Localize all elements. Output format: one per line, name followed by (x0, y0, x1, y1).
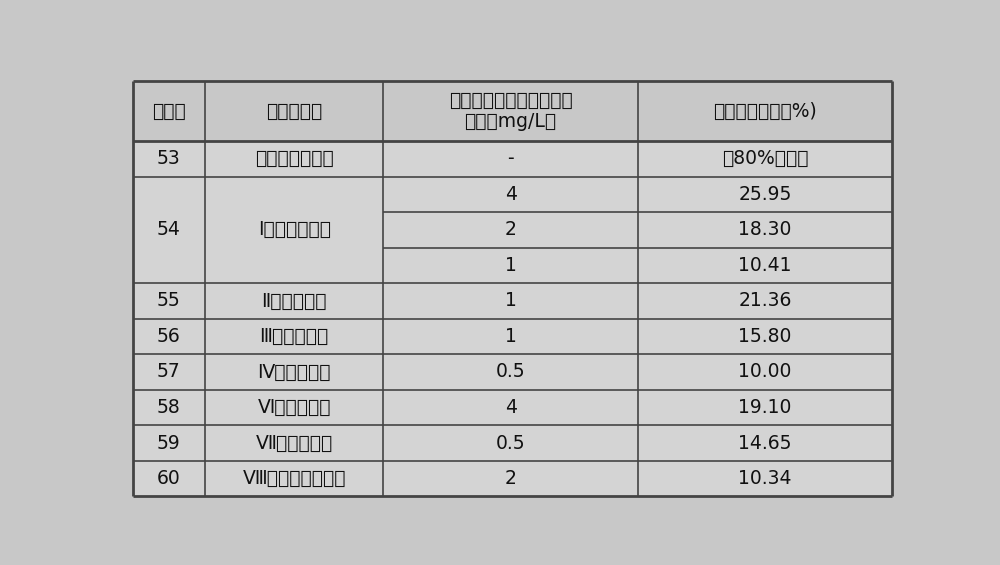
Text: 0.5: 0.5 (496, 433, 525, 453)
Text: 60: 60 (157, 469, 181, 488)
Text: 25.95: 25.95 (738, 185, 792, 204)
Text: 10.34: 10.34 (738, 469, 792, 488)
Text: 0.5: 0.5 (496, 363, 525, 381)
Text: 对照（未处理）: 对照（未处理） (255, 149, 334, 168)
Bar (133, 461, 892, 496)
Bar (133, 247, 892, 283)
Text: Ⅶ（丙环唑）: Ⅶ（丙环唑） (256, 433, 333, 453)
Text: （80%侵染）: （80%侵染） (722, 149, 808, 168)
Text: 55: 55 (157, 292, 181, 310)
Bar (133, 425, 892, 461)
Bar (133, 177, 892, 212)
Text: -: - (507, 149, 514, 168)
Text: 1: 1 (505, 327, 517, 346)
Text: 21.36: 21.36 (738, 292, 792, 310)
Text: 1: 1 (505, 292, 517, 310)
Bar (133, 81, 892, 141)
Text: 4: 4 (505, 185, 517, 204)
Bar (133, 390, 892, 425)
Text: 活性化合物在喷雾液中的
浓度（mg/L）: 活性化合物在喷雾液中的 浓度（mg/L） (449, 90, 572, 132)
Text: 53: 53 (157, 149, 181, 168)
Text: Ⅲ（烯唑醇）: Ⅲ（烯唑醇） (260, 327, 329, 346)
Bar (133, 354, 892, 390)
Text: 58: 58 (157, 398, 181, 417)
Text: 1: 1 (505, 256, 517, 275)
Text: Ⅳ（氟环唑）: Ⅳ（氟环唑） (257, 363, 331, 381)
Text: 10.00: 10.00 (738, 363, 792, 381)
Text: 56: 56 (157, 327, 181, 346)
Text: 57: 57 (157, 363, 181, 381)
Bar (133, 319, 892, 354)
Text: 2: 2 (505, 469, 517, 488)
Text: 观察到的效力（%): 观察到的效力（%) (713, 102, 817, 120)
Text: 15.80: 15.80 (738, 327, 792, 346)
Text: 实施例: 实施例 (152, 102, 186, 120)
Text: 59: 59 (157, 433, 181, 453)
Text: 18.30: 18.30 (738, 220, 792, 240)
Text: 2: 2 (505, 220, 517, 240)
Text: 54: 54 (157, 220, 181, 240)
Text: 10.41: 10.41 (738, 256, 792, 275)
Text: 活性化合物: 活性化合物 (266, 102, 322, 120)
Bar (133, 141, 892, 177)
Bar (133, 212, 892, 247)
Bar (133, 283, 892, 319)
Text: 4: 4 (505, 398, 517, 417)
Text: 14.65: 14.65 (738, 433, 792, 453)
Text: Ⅱ（戊唑醇）: Ⅱ（戊唑醇） (261, 292, 327, 310)
Text: Ⅷ（苯醚甲环唑）: Ⅷ（苯醚甲环唑） (242, 469, 346, 488)
Text: Ⅵ（三唑酮）: Ⅵ（三唑酮） (257, 398, 331, 417)
Text: Ⅰ（丁香菌酯）: Ⅰ（丁香菌酯） (258, 220, 331, 240)
Text: 19.10: 19.10 (738, 398, 792, 417)
